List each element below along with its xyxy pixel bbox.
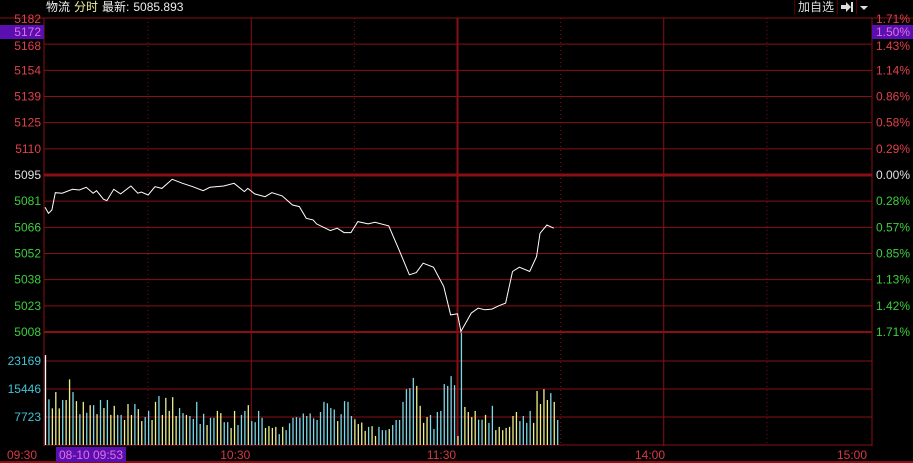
dropdown-button[interactable] [856, 0, 871, 14]
percent-axis-label: 0.57% [876, 220, 910, 234]
price-axis-label: 5066 [14, 220, 41, 234]
price-axis-label: 5038 [14, 273, 41, 287]
price-axis-label: 5154 [14, 63, 41, 77]
time-axis-label: 11:30 [427, 448, 456, 462]
percent-axis-label: 1.71% [876, 325, 910, 339]
volume-bars [44, 332, 559, 445]
price-line [44, 178, 554, 333]
index-name: 物流 [46, 0, 71, 14]
arrow-to-line-icon [841, 2, 853, 12]
price-axis-label: 5023 [14, 299, 41, 313]
percent-axis-label: 0.29% [876, 142, 910, 156]
percent-axis-label: 0.58% [876, 116, 910, 130]
price-axis-label: 5052 [14, 247, 41, 261]
percent-axis-label: 0.28% [876, 194, 910, 208]
percent-axis-label: 1.14% [876, 63, 910, 77]
price-axis-label: 5168 [14, 39, 41, 53]
header-buttons: 加自选 [793, 0, 871, 14]
price-axis-label: 5095 [14, 168, 41, 182]
price-axis-label: 5081 [14, 194, 41, 208]
axis-labels: 5182 5168 5154 5139 5125 5110 5095 5081 5066 5052… [7, 12, 910, 462]
time-axis-label: 09:30 [7, 448, 37, 462]
volume-axis-label: 15446 [8, 382, 42, 396]
time-axis-label: 15:00 [837, 448, 867, 462]
time-axis-label: 10:30 [220, 448, 250, 462]
price-axis-label: 5008 [14, 325, 41, 339]
cursor-percent-label: 1.50% [876, 25, 910, 39]
cursor-time-marker: 08-10 09:53 [56, 447, 126, 462]
percent-axis-label: 0.86% [876, 90, 910, 104]
cursor-percent-marker: 1.50% [872, 25, 913, 39]
price-axis-label: 5139 [14, 90, 41, 104]
latest-value: 5085.893 [133, 0, 184, 14]
price-axis-label: 5110 [15, 142, 41, 156]
cursor-price-label: 5172 [14, 25, 41, 39]
cursor-price-marker: 5172 [0, 25, 44, 39]
price-axis-label: 5125 [14, 116, 41, 130]
volume-axis-label: 7723 [14, 410, 41, 424]
percent-axis-label: 0.00% [876, 168, 910, 182]
add-to-watchlist-button[interactable]: 加自选 [793, 0, 837, 14]
cursor-time-label: 08-10 09:53 [59, 448, 123, 462]
percent-axis-label: 1.43% [876, 39, 910, 53]
latest-label: 最新: [102, 0, 130, 14]
percent-axis-label: 1.13% [876, 273, 910, 287]
price-axis-label: 5182 [14, 12, 41, 26]
percent-axis-label: 0.85% [876, 247, 910, 261]
arrow-to-line-button[interactable] [837, 0, 856, 14]
volume-axis-label: 23169 [8, 354, 42, 368]
dropdown-triangle-icon [860, 6, 868, 10]
chart-mode: 分时 [74, 0, 99, 14]
grid [0, 17, 913, 463]
percent-axis-label: 1.71% [876, 12, 910, 26]
chart-header: 物流 分时 最新: 5085.893 [46, 0, 183, 14]
time-axis-label: 14:00 [635, 448, 665, 462]
percent-axis-label: 1.42% [876, 299, 910, 313]
